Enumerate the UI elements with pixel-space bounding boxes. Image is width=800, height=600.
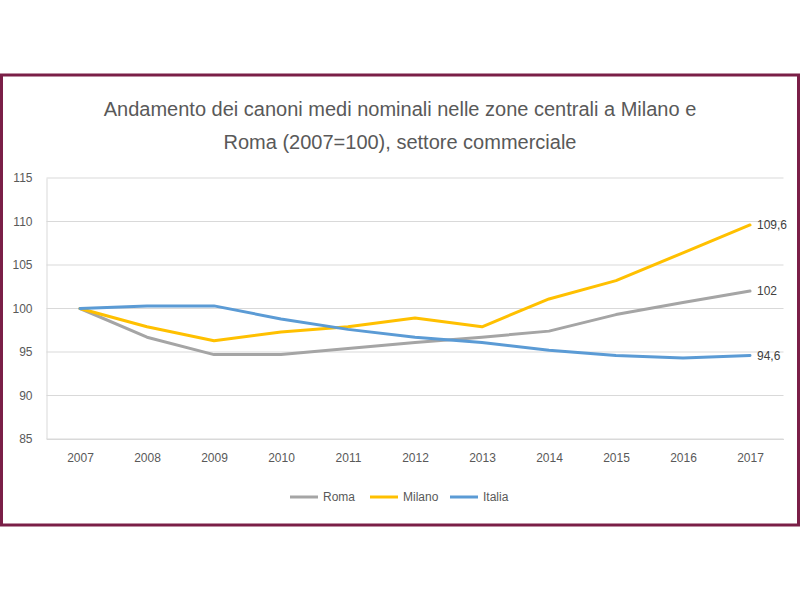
x-tick: 2010	[268, 439, 295, 465]
x-tick: 2013	[469, 439, 496, 465]
x-tick: 2007	[67, 439, 94, 465]
title-line: Roma (2007=100), settore commerciale	[224, 131, 577, 153]
x-tick-label: 2008	[134, 451, 161, 465]
data-label: 102	[757, 284, 777, 298]
series-line	[80, 225, 750, 341]
series-line	[80, 306, 750, 358]
grid-line	[47, 395, 784, 396]
y-tick: 85	[19, 432, 46, 446]
grid-line	[47, 265, 784, 266]
x-tick: 2015	[603, 439, 630, 465]
x-tick-label: 2017	[737, 451, 764, 465]
y-tick-label: 85	[19, 432, 33, 446]
y-tick-label: 115	[13, 171, 32, 185]
grid-line	[47, 439, 784, 440]
frame	[2, 75, 799, 525]
y-axis: 85 90 95 100 105 110 115	[12, 171, 47, 446]
x-tick-label: 2016	[670, 451, 697, 465]
x-tick-label: 2012	[402, 451, 429, 465]
y-axis-line	[47, 179, 48, 440]
grid-line	[47, 178, 784, 179]
chart-svg: Andamento dei canoni medi nominali nelle…	[0, 0, 800, 600]
x-tick: 2016	[670, 439, 697, 465]
x-axis-line	[47, 439, 784, 440]
y-tick: 105	[12, 258, 46, 272]
legend-item: Roma	[290, 490, 355, 504]
x-tick: 2012	[402, 439, 429, 465]
data-labels: 102 109,6 94,6	[757, 218, 787, 363]
title: Andamento dei canoni medi nominali nelle…	[104, 98, 697, 153]
legend-label: Roma	[323, 490, 355, 504]
x-tick: 2014	[536, 439, 563, 465]
x-tick-label: 2015	[603, 451, 630, 465]
legend-swatch	[370, 496, 398, 499]
data-label: 109,6	[757, 218, 787, 232]
legend-label: Italia	[483, 490, 509, 504]
grid-line	[47, 221, 784, 222]
legend-swatch	[450, 496, 478, 499]
x-tick-label: 2011	[336, 451, 362, 465]
y-tick: 110	[13, 215, 46, 229]
y-tick-label: 110	[13, 215, 32, 229]
grid	[47, 178, 784, 439]
chart-container: Andamento dei canoni medi nominali nelle…	[0, 0, 800, 600]
x-tick-label: 2010	[268, 451, 295, 465]
title-line: Andamento dei canoni medi nominali nelle…	[104, 98, 697, 120]
y-tick: 100	[12, 302, 46, 316]
y-tick: 115	[13, 171, 46, 185]
data-label: 94,6	[757, 349, 781, 363]
grid-line	[47, 308, 784, 309]
y-tick-label: 100	[12, 302, 32, 316]
y-tick-label: 105	[12, 258, 32, 272]
grid-line	[47, 352, 784, 353]
x-tick-label: 2009	[201, 451, 228, 465]
legend: Roma Milano Italia	[290, 490, 509, 504]
legend-swatch	[290, 496, 318, 499]
x-tick-label: 2014	[536, 451, 563, 465]
legend-item: Milano	[370, 490, 439, 504]
x-tick: 2011	[336, 439, 362, 465]
x-tick-label: 2013	[469, 451, 496, 465]
legend-item: Italia	[450, 490, 509, 504]
legend-label: Milano	[403, 490, 439, 504]
x-axis: 2007 2008 2009 2010 2011 2012 2013 2014 2015 2016…	[47, 439, 784, 465]
x-tick: 2009	[201, 439, 228, 465]
x-tick: 2008	[134, 439, 161, 465]
x-tick: 2017	[737, 439, 764, 465]
y-tick: 90	[19, 389, 46, 403]
y-tick-label: 95	[19, 345, 33, 359]
series-line	[80, 291, 750, 355]
y-tick: 95	[19, 345, 46, 359]
plot-lines	[80, 225, 750, 358]
x-tick-label: 2007	[67, 451, 94, 465]
y-tick-label: 90	[19, 389, 33, 403]
